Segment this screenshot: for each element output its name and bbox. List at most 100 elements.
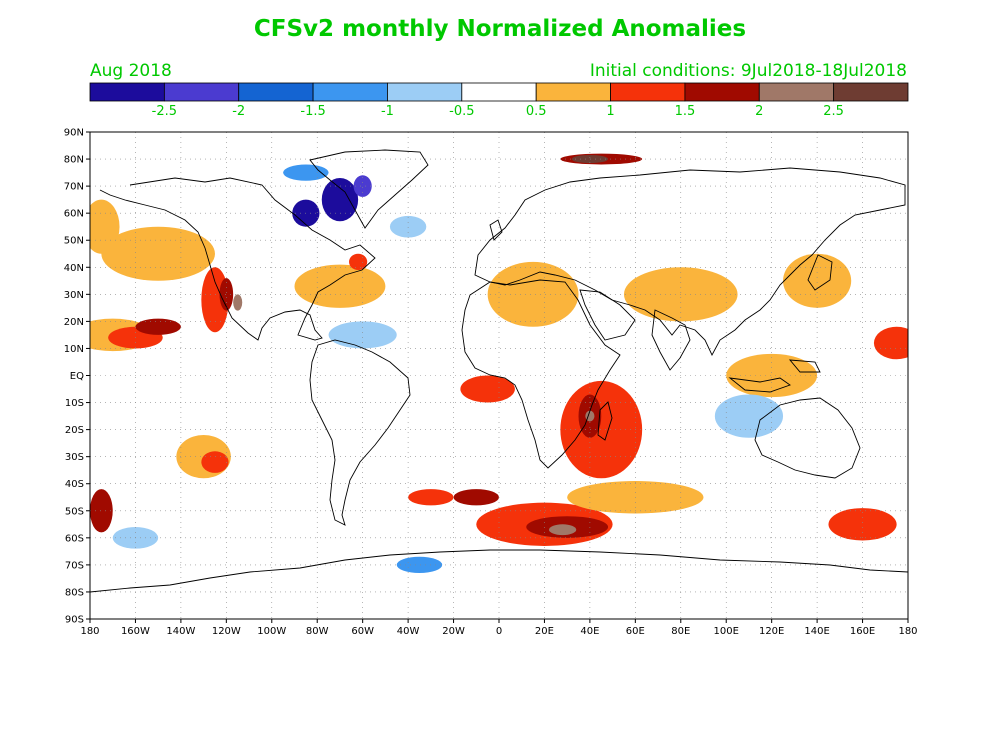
lat-tick-label: 50S [65, 506, 84, 517]
colorbar-swatch-0 [89, 82, 165, 102]
lon-tick-label: 20E [535, 626, 554, 637]
coastline-british-isles [489, 219, 503, 241]
lat-tick-label: 90N [64, 128, 84, 139]
lon-tick-label: 180 [898, 626, 917, 637]
coastline-japan [807, 254, 833, 291]
anomaly-patch-38 [389, 215, 427, 238]
lat-tick-label: 40S [65, 479, 84, 490]
anomaly-patch-7 [233, 294, 243, 311]
colorbar-swatch-7 [610, 82, 686, 102]
colorbar-label: 0.5 [526, 104, 547, 119]
coastline-australia [754, 397, 861, 479]
anomaly-patch-37 [396, 556, 443, 574]
coastline-africa [461, 279, 621, 469]
colorbar-label: -1.5 [300, 104, 325, 119]
colorbar-label: 2.5 [823, 104, 844, 119]
lon-tick-label: 60E [626, 626, 645, 637]
colorbar-swatch-5 [461, 82, 537, 102]
lat-tick-label: 90S [65, 615, 84, 626]
coastline-eurasia [474, 167, 906, 357]
anomaly-patch-32 [353, 175, 372, 197]
lat-tick-label: 40N [64, 263, 84, 274]
anomaly-patch-28 [487, 261, 579, 327]
lon-tick-label: 80E [671, 626, 690, 637]
lon-tick-label: 80W [306, 626, 329, 637]
lat-tick-label: 20S [65, 425, 84, 436]
lon-tick-label: 180 [80, 626, 99, 637]
anomaly-patch-30 [571, 154, 609, 164]
coastline-indonesia [728, 359, 821, 393]
lon-tick-label: 160E [850, 626, 875, 637]
lon-tick-label: 140W [166, 626, 195, 637]
figure-title: CFSv2 monthly Normalized Anomalies [254, 16, 746, 42]
coastline-madagascar [597, 401, 613, 441]
colorbar-swatch-10 [833, 82, 909, 102]
lon-tick-label: 120E [759, 626, 784, 637]
lon-tick-label: 100W [257, 626, 286, 637]
lat-tick-label: 60N [64, 209, 84, 220]
anomaly-patch-16 [408, 489, 454, 506]
lat-tick-label: 20N [64, 317, 84, 328]
lon-tick-label: 160W [121, 626, 150, 637]
anomaly-patch-25 [726, 353, 818, 398]
lon-tick-label: 140E [804, 626, 829, 637]
anomaly-patch-12 [460, 375, 515, 403]
anomaly-patch-2 [135, 318, 181, 335]
lat-tick-label: 10N [64, 344, 84, 355]
colorbar-swatch-3 [312, 82, 388, 102]
forecast-period: Aug 2018 [90, 61, 172, 81]
anomaly-patch-26 [783, 253, 852, 308]
lat-tick-label: 10S [65, 398, 84, 409]
colorbar: -2.5 -2 -1.5 -1 -0.5 0.5 1 1.5 2 2.5 [89, 82, 909, 119]
colorbar-swatch-9 [758, 82, 835, 102]
coastline-antarctica [90, 549, 908, 593]
lon-tick-label: 0 [496, 626, 502, 637]
coastline-arabia [579, 289, 636, 341]
colorbar-swatch-1 [163, 82, 240, 102]
anomaly-patch-24 [873, 326, 908, 360]
lat-tick-label: 60S [65, 533, 84, 544]
lat-tick-label: EQ [70, 371, 84, 382]
lat-tick-label: 80N [64, 155, 84, 166]
lat-tick-label: 30S [65, 452, 84, 463]
map-frame [89, 131, 909, 620]
anomaly-patch-6 [219, 278, 234, 311]
map-plot-area [86, 131, 909, 623]
latitude-axis-labels: 90N 80N 70N 60N 50N 40N 30N 20N 10N EQ 10S 20S 30S 40… [64, 128, 84, 626]
colorbar-swatch-6 [535, 82, 611, 102]
colorbar-swatch-8 [684, 82, 760, 102]
lon-tick-label: 20W [442, 626, 465, 637]
lat-tick-label: 50N [64, 236, 84, 247]
coastline-india [651, 309, 691, 371]
longitude-axis-labels: 180 160W 140W 120W 100W 80W 60W 40W 20W 0 20E 40E 60… [80, 626, 917, 637]
coastline-south-america [309, 339, 411, 526]
anomaly-patch-23 [90, 489, 113, 533]
anomaly-patch-4 [101, 226, 215, 281]
colorbar-label: -2.5 [152, 104, 177, 119]
lat-tick-label: 30N [64, 290, 84, 301]
anomaly-patch-31 [321, 177, 359, 222]
anomaly-patch-22 [828, 508, 897, 541]
anomaly-patch-10 [294, 264, 386, 308]
anomaly-patch-13 [560, 380, 643, 479]
coastlines [90, 149, 908, 593]
lon-tick-label: 40E [580, 626, 599, 637]
anomaly-patch-19 [548, 524, 577, 536]
coastline-greenland [309, 149, 429, 229]
lat-tick-label: 70N [64, 182, 84, 193]
initial-conditions: Initial conditions: 9Jul2018-18Jul2018 [590, 61, 907, 81]
lon-tick-label: 60W [351, 626, 374, 637]
colorbar-label: -2 [232, 104, 245, 119]
colorbar-label: 2 [755, 104, 763, 119]
anomaly-patch-35 [714, 394, 784, 438]
map-graticule [86, 131, 909, 623]
coastline-north-america [99, 177, 376, 341]
anomaly-patch-9 [201, 451, 229, 473]
lat-tick-label: 70S [65, 560, 84, 571]
colorbar-swatch-4 [387, 82, 463, 102]
anomaly-patch-20 [453, 489, 499, 506]
colorbar-label: -0.5 [449, 104, 474, 119]
colorbar-label: -1 [381, 104, 394, 119]
colorbar-label: 1.5 [675, 104, 696, 119]
